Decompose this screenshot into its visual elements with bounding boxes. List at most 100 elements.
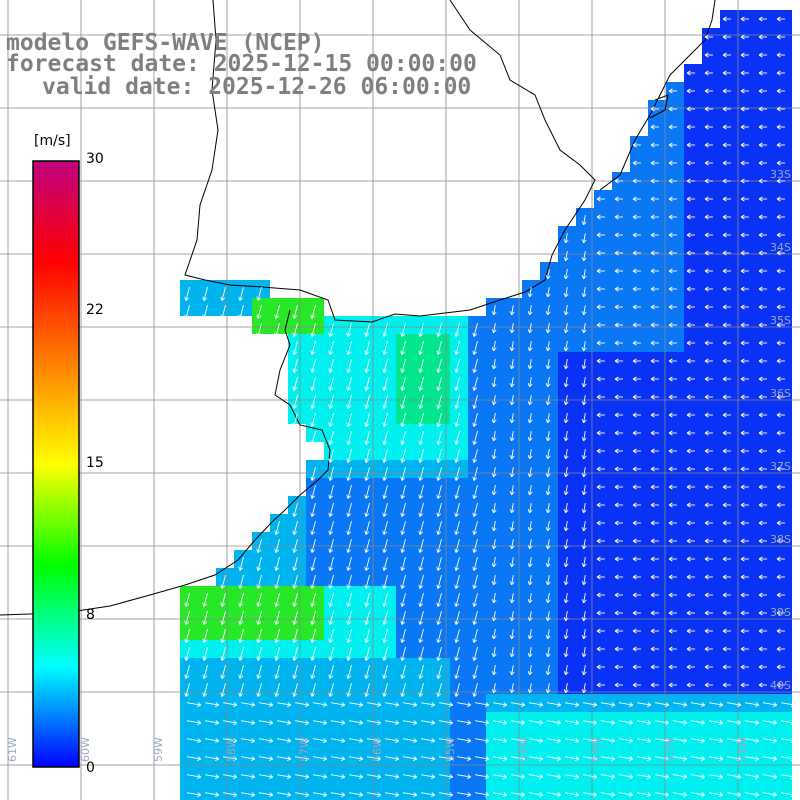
wind-arrow [328, 322, 334, 337]
wind-arrow [454, 394, 460, 409]
wind-arrow [418, 466, 424, 481]
wind-arrow [596, 466, 605, 472]
wind-arrow [527, 592, 533, 604]
wind-arrow [704, 610, 713, 616]
wind-arrow [722, 34, 731, 40]
wind-cell [684, 784, 702, 800]
wind-arrow [400, 394, 406, 409]
wind-arrow [563, 484, 569, 496]
wind-arrow [491, 430, 497, 442]
wind-arrow [276, 756, 292, 761]
wind-arrow [527, 412, 533, 424]
wind-arrow [292, 358, 298, 373]
wind-arrow [636, 792, 652, 797]
wind-arrow [366, 756, 382, 761]
wind-arrow [596, 628, 605, 634]
wind-arrow [740, 358, 749, 364]
wind-arrow [563, 430, 569, 442]
wind-arrow [596, 646, 605, 652]
wind-arrow [364, 376, 370, 391]
wind-arrow [722, 196, 731, 202]
wind-arrow [564, 702, 580, 707]
wind-arrow [582, 702, 598, 707]
wind-arrow [382, 592, 388, 607]
wind-arrow [491, 340, 497, 352]
wind-arrow [202, 682, 208, 697]
wind-arrow [509, 664, 515, 676]
wind-arrow [758, 322, 767, 328]
wind-arrow [776, 124, 785, 130]
wind-arrow [708, 756, 724, 761]
lon-label: 54W [517, 737, 530, 762]
wind-arrow [690, 774, 706, 779]
wind-arrow [274, 322, 280, 337]
wind-arrow [704, 394, 713, 400]
wind-vectors [184, 16, 796, 797]
wind-arrow [202, 304, 208, 319]
wind-arrow [581, 664, 587, 676]
wind-arrow [527, 430, 533, 442]
wind-arrow [310, 376, 316, 391]
wind-arrow [238, 556, 244, 571]
wind-arrow [744, 702, 760, 707]
wind-arrow [581, 376, 587, 388]
wind-arrow [364, 394, 370, 409]
wind-arrow [528, 702, 544, 707]
wind-arrow [310, 430, 316, 445]
wind-cell [378, 784, 396, 800]
wind-arrow [418, 322, 424, 337]
colorbar-tick-8: 8 [86, 607, 95, 623]
wind-arrow [436, 466, 442, 481]
wind-arrow [776, 286, 785, 292]
wind-arrow [400, 592, 406, 607]
wind-arrow [776, 466, 785, 472]
wind-arrow [545, 646, 551, 658]
wind-arrow [220, 628, 226, 643]
wind-arrow [364, 520, 370, 535]
wind-arrow [474, 792, 490, 797]
wind-arrow [581, 466, 587, 478]
wind-arrow [545, 430, 551, 442]
wind-arrow [310, 538, 316, 553]
wind-arrow [491, 556, 497, 568]
wind-arrow [292, 556, 298, 571]
wind-arrow [240, 756, 256, 761]
wind-arrow [310, 682, 316, 697]
wind-arrow [346, 682, 352, 697]
wind-arrow [402, 738, 418, 743]
wind-arrow [418, 502, 424, 517]
wind-arrow [400, 538, 406, 553]
wind-arrow [744, 792, 760, 797]
wind-arrow [686, 502, 695, 508]
wind-arrow [744, 738, 760, 743]
wind-arrow [668, 160, 677, 166]
wind-arrow [672, 720, 688, 725]
wind-arrow [328, 574, 334, 589]
wind-arrow [722, 502, 731, 508]
wind-arrow [382, 340, 388, 355]
wind-arrow [740, 466, 749, 472]
wind-arrow [668, 88, 677, 94]
wind-arrow [294, 792, 310, 797]
wind-arrow [312, 792, 328, 797]
wind-arrow [740, 16, 749, 22]
wind-arrow [722, 52, 731, 58]
wind-arrow [438, 720, 454, 725]
wind-cell [324, 784, 342, 800]
wind-arrow [546, 720, 562, 725]
wind-arrow [668, 268, 677, 274]
wind-arrow [596, 214, 605, 220]
wind-arrow [382, 394, 388, 409]
wind-arrow [292, 664, 298, 679]
wind-arrow [472, 610, 478, 625]
wind-arrow [204, 720, 220, 725]
wind-arrow [545, 466, 551, 478]
wind-arrow [491, 682, 497, 694]
model-title: modelo GEFS-WAVE (NCEP) [6, 30, 325, 56]
wind-arrow [740, 520, 749, 526]
wind-arrow [528, 756, 544, 761]
wind-arrow [776, 196, 785, 202]
wind-arrow [436, 322, 442, 337]
wind-arrow [328, 556, 334, 571]
